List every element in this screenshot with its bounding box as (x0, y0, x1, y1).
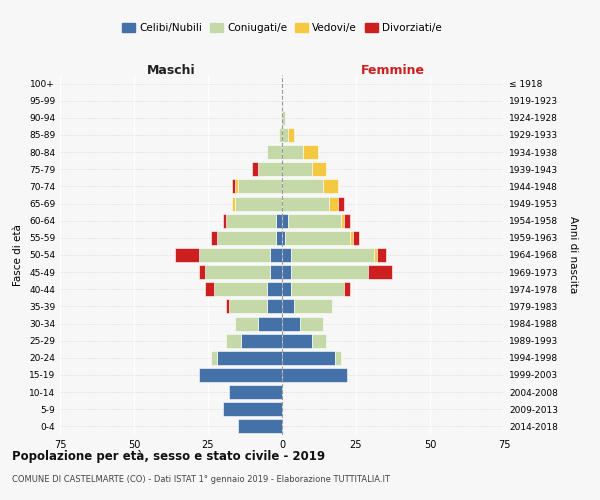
Bar (282, 180, 323, 194)
Y-axis label: Fasce di età: Fasce di età (13, 224, 23, 286)
Bar (282, 351, 335, 365)
Bar (282, 196, 329, 210)
Bar (205, 282, 214, 296)
Bar (205, 265, 270, 279)
Bar (282, 300, 294, 314)
Bar (282, 128, 288, 142)
Bar (282, 248, 291, 262)
Bar (344, 214, 350, 228)
Bar (229, 385, 282, 399)
Bar (282, 214, 288, 228)
Bar (291, 265, 368, 279)
Bar (270, 248, 282, 262)
Bar (214, 282, 267, 296)
Bar (232, 180, 235, 194)
Bar (294, 300, 332, 314)
Bar (279, 128, 282, 142)
Bar (259, 162, 282, 176)
Bar (344, 282, 350, 296)
Bar (175, 248, 199, 262)
Bar (267, 300, 282, 314)
Bar (211, 351, 217, 365)
Bar (374, 248, 377, 262)
Text: Maschi: Maschi (146, 64, 196, 76)
Bar (226, 214, 276, 228)
Bar (267, 282, 282, 296)
Bar (235, 196, 282, 210)
Y-axis label: Anni di nascita: Anni di nascita (568, 216, 578, 294)
Bar (253, 162, 259, 176)
Bar (282, 231, 285, 245)
Bar (341, 214, 344, 228)
Bar (282, 265, 291, 279)
Bar (288, 214, 341, 228)
Bar (282, 368, 347, 382)
Text: Femmine: Femmine (361, 64, 425, 76)
Bar (229, 300, 267, 314)
Bar (285, 231, 350, 245)
Bar (223, 402, 282, 416)
Bar (323, 180, 338, 194)
Bar (288, 128, 294, 142)
Bar (282, 145, 303, 159)
Bar (368, 265, 392, 279)
Bar (311, 162, 326, 176)
Bar (350, 231, 353, 245)
Bar (226, 334, 241, 347)
Bar (276, 214, 282, 228)
Bar (353, 231, 359, 245)
Bar (270, 265, 282, 279)
Bar (259, 316, 282, 330)
Bar (238, 180, 282, 194)
Bar (217, 231, 276, 245)
Bar (223, 214, 226, 228)
Bar (282, 316, 300, 330)
Bar (282, 334, 311, 347)
Bar (199, 265, 205, 279)
Bar (232, 196, 235, 210)
Bar (226, 300, 229, 314)
Bar (291, 248, 374, 262)
Bar (329, 196, 338, 210)
Bar (282, 282, 291, 296)
Bar (217, 351, 282, 365)
Bar (235, 316, 259, 330)
Bar (267, 145, 282, 159)
Bar (199, 368, 282, 382)
Bar (377, 248, 386, 262)
Bar (291, 282, 344, 296)
Bar (282, 111, 285, 125)
Bar (338, 196, 344, 210)
Bar (199, 248, 270, 262)
Bar (235, 180, 238, 194)
Legend: Celibi/Nubili, Coniugati/e, Vedovi/e, Divorziati/e: Celibi/Nubili, Coniugati/e, Vedovi/e, Di… (118, 19, 446, 38)
Bar (311, 334, 326, 347)
Bar (241, 334, 282, 347)
Text: Popolazione per età, sesso e stato civile - 2019: Popolazione per età, sesso e stato civil… (12, 450, 325, 463)
Bar (276, 231, 282, 245)
Bar (303, 145, 317, 159)
Bar (238, 420, 282, 434)
Bar (335, 351, 341, 365)
Bar (300, 316, 323, 330)
Text: COMUNE DI CASTELMARTE (CO) - Dati ISTAT 1° gennaio 2019 - Elaborazione TUTTITALI: COMUNE DI CASTELMARTE (CO) - Dati ISTAT … (12, 475, 390, 484)
Bar (282, 162, 311, 176)
Bar (211, 231, 217, 245)
